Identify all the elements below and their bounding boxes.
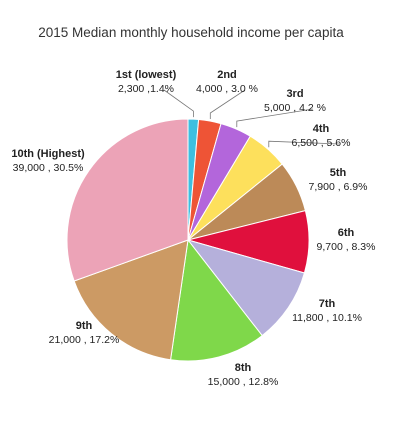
pie-slices xyxy=(66,118,310,362)
slice-name-label-7: 7th xyxy=(319,298,336,310)
leader-line-3 xyxy=(236,108,314,128)
slice-value-label-3: 5,000 , 4.2 % xyxy=(264,102,326,114)
slice-name-label-2: 2nd xyxy=(217,69,237,81)
slice-name-label-3: 3rd xyxy=(286,88,303,100)
slice-value-label-6: 9,700 , 8.3% xyxy=(317,241,376,253)
pie-slice-8 xyxy=(170,238,263,362)
slice-name-label-8: 8th xyxy=(235,362,252,374)
leader-lines xyxy=(163,89,340,148)
slice-value-label-2: 4,000 , 3.0 % xyxy=(196,83,258,95)
leader-line-4 xyxy=(268,140,340,148)
slice-name-label-1: 1st (lowest) xyxy=(116,69,177,81)
slice-value-label-8: 15,000 , 12.8% xyxy=(208,376,279,388)
pie-slice-9 xyxy=(73,239,189,361)
slice-value-label-1: 2,300 ,1.4% xyxy=(118,83,174,95)
slice-value-label-10: 39,000 , 30.5% xyxy=(13,162,84,174)
slice-value-label-7: 11,800 , 10.1% xyxy=(292,312,362,324)
slice-name-label-4: 4th xyxy=(313,123,330,135)
slice-name-label-9: 9th xyxy=(76,320,93,332)
slice-value-label-9: 21,000 , 17.2% xyxy=(49,334,120,346)
pie-slice-7 xyxy=(186,239,306,337)
leader-line-2 xyxy=(209,89,246,119)
pie-slice-10 xyxy=(66,118,189,282)
slice-value-label-5: 7,900 , 6.9% xyxy=(309,181,368,193)
leader-line-1 xyxy=(163,89,194,118)
slice-name-label-10: 10th (Highest) xyxy=(11,148,85,160)
slice-value-label-4: 6,500 , 5.6% xyxy=(292,137,351,149)
slice-name-label-5: 5th xyxy=(330,167,347,179)
chart-title: 2015 Median monthly household income per… xyxy=(38,25,344,40)
slice-name-label-6: 6th xyxy=(338,227,355,239)
slice-labels: 1st (lowest) 2,300 ,1.4% 2nd 4,000 , 3.0 % 3… xyxy=(11,69,375,388)
